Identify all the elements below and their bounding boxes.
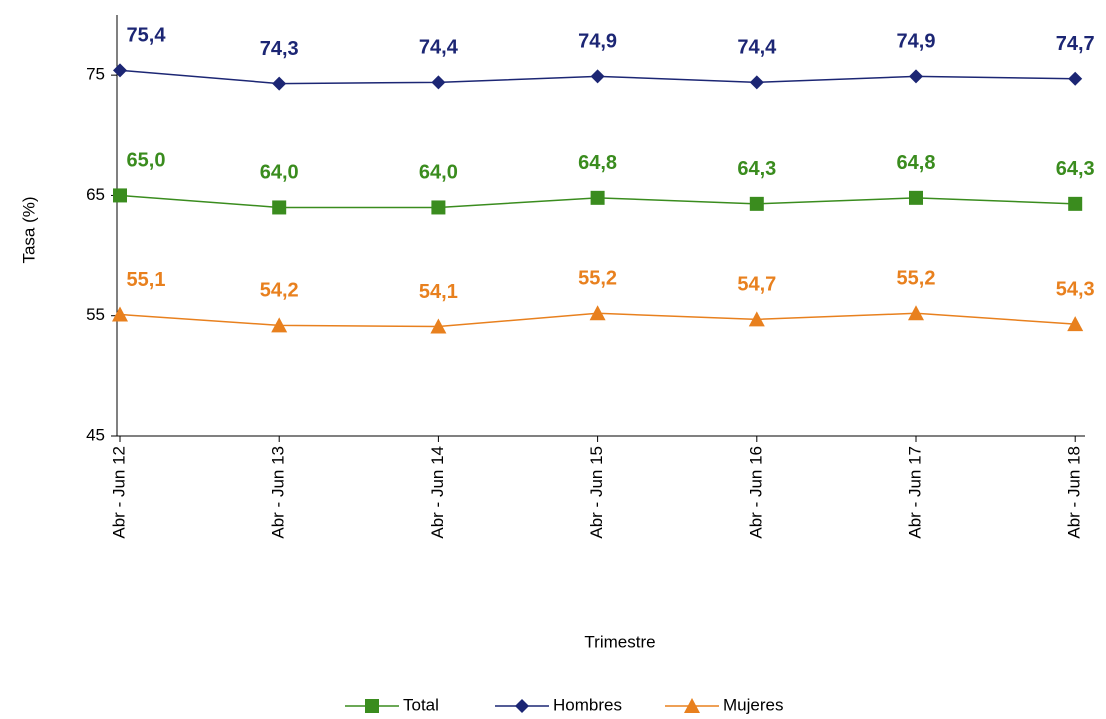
- value-label: 65,0: [127, 150, 166, 172]
- point: [749, 196, 764, 211]
- value-label: 55,2: [897, 268, 936, 290]
- x-tick-label: Abr - Jun 13: [269, 446, 288, 539]
- y-tick-label: 55: [86, 305, 105, 324]
- point: [1068, 196, 1083, 211]
- value-label: 74,4: [737, 37, 777, 59]
- point: [430, 318, 447, 334]
- legend-item: Mujeres: [665, 695, 783, 714]
- legend-item: Total: [345, 695, 439, 714]
- y-axis-label: Tasa (%): [19, 196, 38, 263]
- point: [590, 69, 605, 84]
- point: [589, 305, 606, 321]
- point: [272, 76, 287, 91]
- point: [112, 306, 128, 322]
- point: [590, 190, 605, 205]
- value-label: 64,0: [419, 162, 458, 184]
- point: [515, 699, 529, 713]
- point: [272, 200, 287, 215]
- point: [909, 190, 923, 205]
- point: [908, 305, 924, 321]
- point: [365, 699, 379, 713]
- legend-label: Mujeres: [723, 695, 783, 714]
- value-label: 64,3: [737, 158, 776, 180]
- point: [1067, 316, 1084, 332]
- value-label: 74,4: [419, 37, 459, 59]
- y-tick-label: 75: [86, 65, 105, 84]
- value-label: 74,3: [260, 38, 299, 60]
- point: [749, 75, 764, 90]
- x-tick-label: Abr - Jun 18: [1065, 446, 1084, 539]
- value-label: 74,7: [1056, 33, 1095, 55]
- value-label: 74,9: [897, 31, 936, 53]
- x-tick-label: Abr - Jun 17: [905, 446, 924, 539]
- point: [684, 698, 700, 713]
- value-label: 64,8: [578, 152, 617, 174]
- y-tick-label: 65: [86, 185, 105, 204]
- value-label: 55,2: [578, 268, 617, 290]
- legend-label: Total: [403, 695, 439, 714]
- point: [909, 69, 923, 84]
- value-label: 54,7: [737, 274, 776, 296]
- point: [1068, 71, 1083, 86]
- value-label: 55,1: [127, 269, 166, 291]
- value-label: 54,2: [260, 280, 299, 302]
- x-tick-label: Abr - Jun 15: [587, 446, 606, 539]
- point: [431, 200, 446, 215]
- x-tick-label: Abr - Jun 14: [428, 446, 447, 539]
- point: [113, 63, 127, 78]
- x-tick-label: Abr - Jun 12: [109, 446, 128, 539]
- value-label: 64,8: [897, 152, 936, 174]
- x-axis-label: Trimestre: [584, 632, 655, 651]
- value-label: 54,1: [419, 281, 458, 303]
- legend-label: Hombres: [553, 695, 622, 714]
- value-label: 74,9: [578, 31, 617, 53]
- point: [748, 311, 765, 327]
- x-tick-label: Abr - Jun 16: [746, 446, 765, 539]
- legend-item: Hombres: [495, 695, 622, 714]
- point: [113, 188, 127, 203]
- point: [271, 317, 288, 333]
- point: [431, 75, 446, 90]
- y-tick-label: 45: [86, 425, 105, 444]
- value-label: 64,0: [260, 162, 299, 184]
- value-label: 54,3: [1056, 278, 1095, 300]
- value-label: 75,4: [127, 25, 167, 47]
- value-label: 64,3: [1056, 158, 1095, 180]
